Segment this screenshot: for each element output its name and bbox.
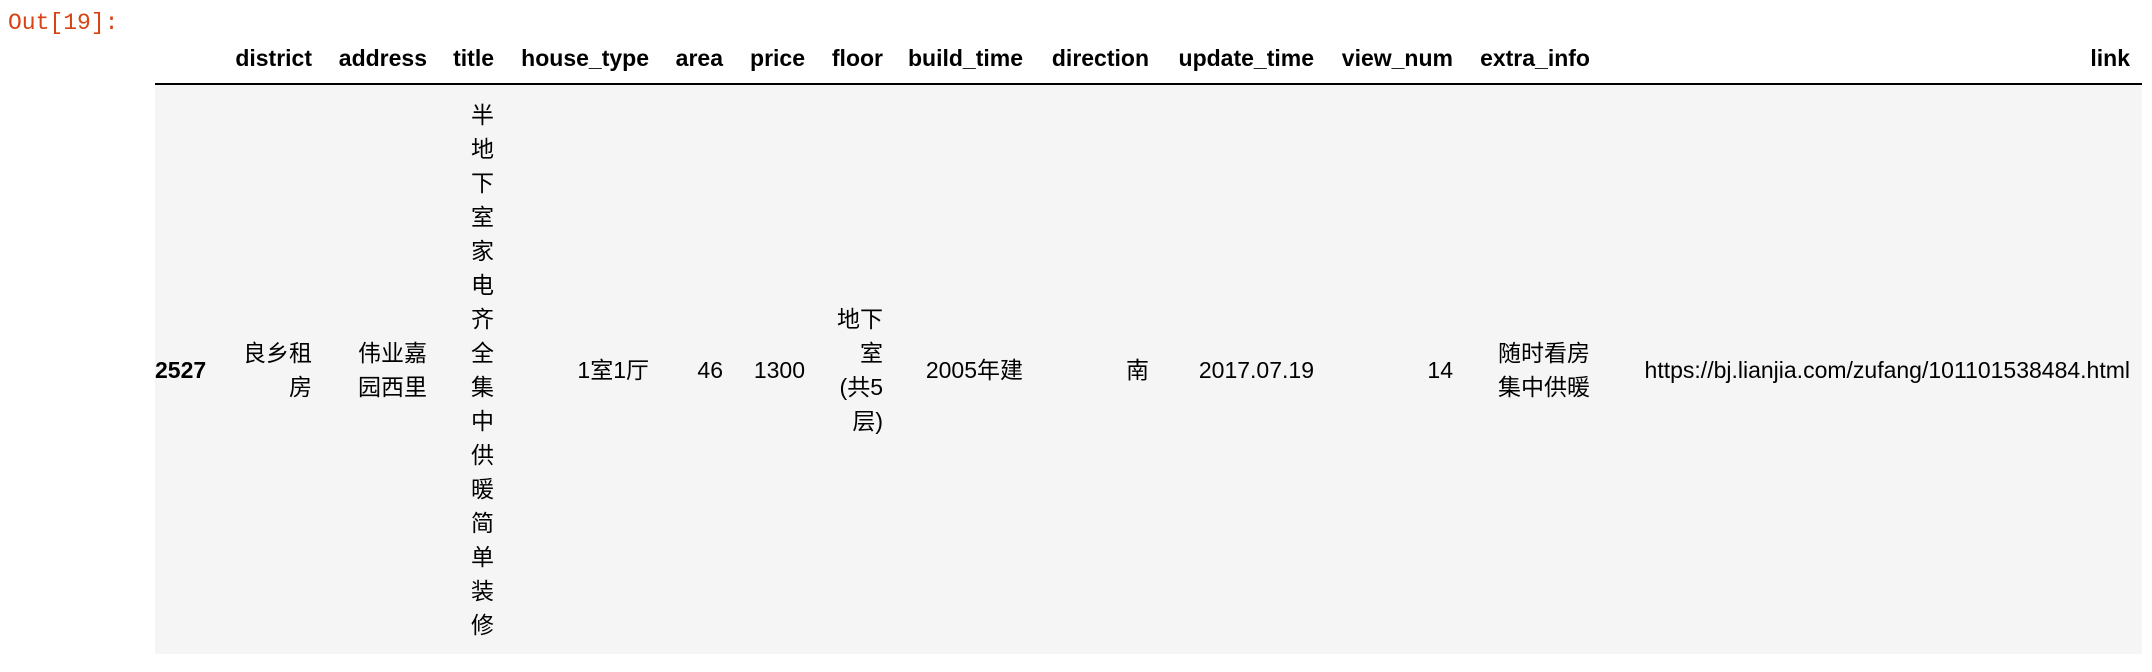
index-header (155, 34, 224, 85)
table-cell: 2017.07.19 (1198, 356, 1314, 383)
table-cell: 46 (697, 356, 723, 383)
dataframe: district address title house_type area price f… (155, 34, 2142, 654)
cell-text: 地下室(共5层) (837, 305, 883, 434)
table-cell: 1室1厅 (577, 356, 649, 383)
table-cell: 随时看房集中供暖 (1465, 84, 1602, 654)
cell-text: 良乡租房 (243, 339, 312, 400)
column-header: view_num (1326, 34, 1465, 85)
table-cell: 良乡租房 (224, 84, 324, 654)
column-header: address (324, 34, 439, 85)
row-index: 2527 (155, 356, 207, 383)
table-cell: 南 (1126, 356, 1149, 383)
column-header: update_time (1161, 34, 1326, 85)
column-header: district (224, 34, 324, 85)
table-cell: 2005年建 (925, 356, 1023, 383)
column-header: area (661, 34, 735, 85)
output-prompt: Out[19]: (8, 10, 119, 36)
column-header: build_time (895, 34, 1035, 85)
column-header: house_type (506, 34, 661, 85)
column-header: title (439, 34, 506, 85)
column-header: link (1602, 34, 2142, 85)
table-cell: 半地下室家电齐全集中供暖简单装修 (439, 84, 506, 654)
table-cell: 地下室(共5层) (817, 84, 895, 654)
column-header: price (735, 34, 817, 85)
table-cell: https://bj.lianjia.com/zufang/1011015384… (1644, 356, 2130, 383)
column-header: extra_info (1465, 34, 1602, 85)
column-header: direction (1035, 34, 1161, 85)
table-cell: 1300 (753, 356, 805, 383)
header-row: district address title house_type area price f… (155, 34, 2142, 85)
table-cell: 14 (1427, 356, 1453, 383)
table-row: 2527 良乡租房 伟业嘉园西里 半地下室家电齐全集中供暖简单装修 1室1厅 46 1300… (155, 84, 2142, 654)
cell-text: 随时看房集中供暖 (1498, 339, 1590, 400)
cell-text: 半地下室家电齐全集中供暖简单装修 (471, 101, 494, 638)
cell-text: 伟业嘉园西里 (358, 339, 427, 400)
column-header: floor (817, 34, 895, 85)
table-cell: 伟业嘉园西里 (324, 84, 439, 654)
